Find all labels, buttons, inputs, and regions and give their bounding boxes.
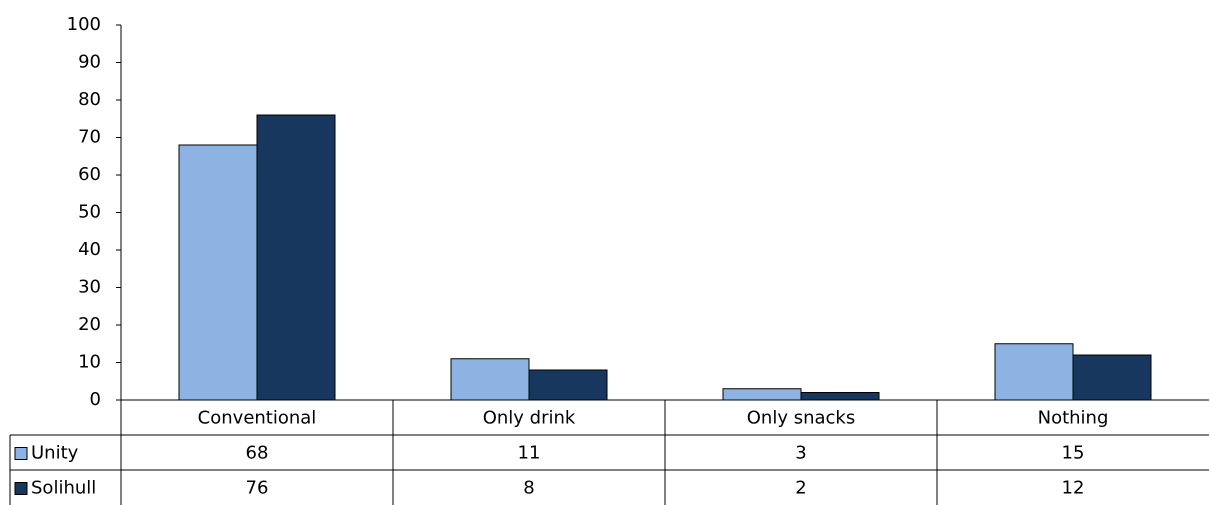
bar xyxy=(722,388,802,401)
bar xyxy=(256,114,336,401)
table-value: 11 xyxy=(518,443,541,464)
bar xyxy=(994,343,1074,401)
bar xyxy=(178,144,258,401)
legend-label: Solihull xyxy=(31,478,96,499)
y-tick-label: 30 xyxy=(78,277,101,298)
y-tick-label: 100 xyxy=(67,14,101,35)
x-tick-label: Only snacks xyxy=(747,408,855,429)
y-tick-label: 20 xyxy=(78,314,101,335)
bar xyxy=(1072,354,1152,401)
bar xyxy=(800,392,880,401)
legend-swatch xyxy=(14,447,28,460)
y-tick-label: 40 xyxy=(78,239,101,260)
y-tick-label: 70 xyxy=(78,127,101,148)
y-tick-label: 50 xyxy=(78,202,101,223)
x-tick-label: Conventional xyxy=(198,408,317,429)
y-tick-label: 0 xyxy=(90,389,101,410)
y-tick-label: 80 xyxy=(78,89,101,110)
table-value: 3 xyxy=(795,443,806,464)
legend-label: Unity xyxy=(31,443,79,464)
y-tick-label: 90 xyxy=(78,52,101,73)
table-value: 2 xyxy=(795,478,806,499)
table-value: 8 xyxy=(523,478,534,499)
y-tick-label: 10 xyxy=(78,352,101,373)
table-value: 76 xyxy=(246,478,269,499)
table-value: 15 xyxy=(1062,443,1085,464)
x-tick-label: Only drink xyxy=(483,408,576,429)
table-value: 68 xyxy=(246,443,269,464)
bar xyxy=(450,358,530,401)
y-tick-label: 60 xyxy=(78,164,101,185)
legend-swatch xyxy=(14,482,28,495)
bar xyxy=(528,369,608,401)
table-value: 12 xyxy=(1062,478,1085,499)
x-tick-label: Nothing xyxy=(1038,408,1109,429)
